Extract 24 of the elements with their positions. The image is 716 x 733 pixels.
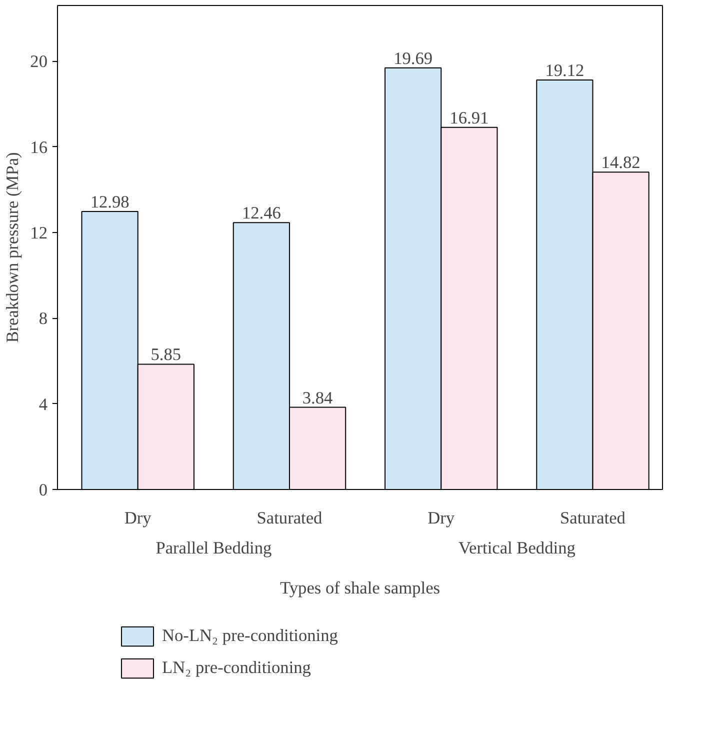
data-label: 12.46 bbox=[242, 204, 282, 223]
data-label: 14.82 bbox=[601, 153, 640, 172]
x-tick-label: Dry bbox=[124, 508, 152, 528]
text: Vertical Bedding bbox=[458, 538, 576, 558]
data-label: 19.69 bbox=[394, 48, 433, 68]
data-label: 19.12 bbox=[545, 61, 584, 80]
y-axis-title: Breakdown pressure (MPa) bbox=[3, 152, 22, 343]
x-tick-label: Dry bbox=[428, 508, 455, 528]
y-tick-label: 0 bbox=[38, 480, 48, 500]
x-axis-title: Types of shale samples bbox=[280, 578, 440, 598]
y-tick-label: 16 bbox=[30, 138, 48, 157]
x-tick-label: Saturated bbox=[256, 508, 323, 528]
y-tick-label: 12 bbox=[30, 224, 48, 243]
data-label: 3.84 bbox=[302, 388, 334, 408]
data-label: 5.85 bbox=[150, 345, 182, 364]
text: Parallel Bedding bbox=[156, 538, 272, 558]
y-tick-label: 8 bbox=[38, 309, 48, 328]
y-tick-label: 4 bbox=[38, 394, 48, 414]
data-label: 12.98 bbox=[90, 192, 130, 212]
y-tick-label: 20 bbox=[30, 52, 48, 72]
data-label: 16.91 bbox=[450, 108, 489, 128]
legend-label: No-LN₂ pre-conditioning bbox=[162, 626, 338, 646]
x-tick-label: Saturated bbox=[560, 508, 626, 528]
legend-label: LN₂ pre-conditioning bbox=[162, 658, 311, 678]
